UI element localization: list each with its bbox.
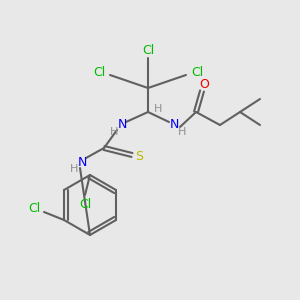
Text: Cl: Cl: [191, 65, 203, 79]
Text: Cl: Cl: [28, 202, 40, 214]
Text: Cl: Cl: [79, 199, 91, 212]
Text: Cl: Cl: [93, 65, 105, 79]
Text: N: N: [77, 155, 87, 169]
Text: H: H: [154, 104, 162, 114]
Text: H: H: [70, 164, 78, 174]
Text: N: N: [169, 118, 179, 131]
Text: Cl: Cl: [142, 44, 154, 56]
Text: N: N: [117, 118, 127, 131]
Text: O: O: [199, 77, 209, 91]
Text: H: H: [178, 127, 186, 137]
Text: H: H: [110, 127, 118, 137]
Text: S: S: [135, 151, 143, 164]
